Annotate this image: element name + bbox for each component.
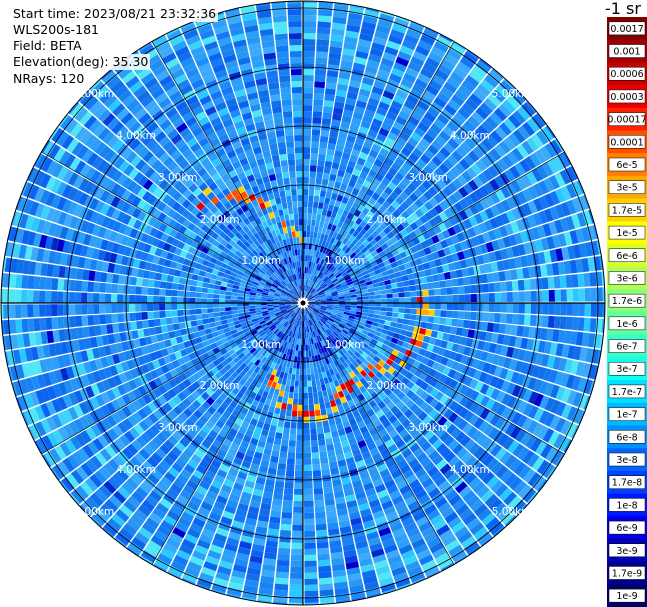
nrays-text: NRays: 120 <box>11 71 87 87</box>
range-label-3km: 3.00km <box>408 422 449 435</box>
colorbar-tick-label: 3e-5 <box>616 183 637 194</box>
colorbar-tick-label: 6e-9 <box>616 523 637 534</box>
range-label-3km: 3.00km <box>408 171 449 184</box>
range-label-1km: 1.00km <box>324 338 365 351</box>
colorbar-tick-label: 3e-6 <box>616 273 637 284</box>
range-ring-grid <box>0 0 606 606</box>
colorbar-tick-label: 0.00017 <box>607 115 646 126</box>
instrument-text: WLS200s-181 <box>11 22 101 38</box>
colorbar-tick-label: 0.0001 <box>610 137 643 148</box>
colorbar-tick-box <box>608 21 646 36</box>
colorbar-tick-box <box>608 271 646 285</box>
colorbar-tick-box <box>608 316 646 331</box>
colorbar-tick-label: 0.0003 <box>610 92 643 103</box>
colorbar-tick-box <box>608 498 646 512</box>
colorbar-tick-label: 0.001 <box>613 47 640 58</box>
colorbar: 0.0017 0.001 0.0006 0.0003 0.00017 0.0001 6e-5… <box>607 17 647 607</box>
colorbar-tick-label: 1e-9 <box>616 591 637 602</box>
colorbar-tick-box <box>608 361 646 376</box>
colorbar-tick-box <box>608 89 646 104</box>
range-label-4km: 4.00km <box>450 130 490 143</box>
colorbar-tick-label: 3e-8 <box>616 455 637 466</box>
range-label-5km: 5.00km <box>491 88 532 101</box>
start-time-text: Start time: 2023/08/21 23:32:36 <box>11 6 219 22</box>
colorbar-tick-label: 1.7e-6 <box>612 296 642 307</box>
field-text: Field: BETA <box>11 38 84 54</box>
colorbar-tick-box <box>608 66 646 81</box>
range-label-5km: 5.00km <box>74 88 115 101</box>
colorbar-tick-box <box>608 566 646 580</box>
range-label-1km: 1.00km <box>241 338 282 351</box>
range-label-1km: 1.00km <box>324 255 365 268</box>
colorbar-tick-box <box>608 430 646 444</box>
colorbar-tick-label: 6e-6 <box>616 251 637 262</box>
range-label-2km: 2.00km <box>199 380 240 393</box>
colorbar-tick-label: 1.7e-5 <box>612 205 642 216</box>
range-label-2km: 2.00km <box>366 380 407 393</box>
range-label-2km: 2.00km <box>199 213 240 226</box>
range-label-3km: 3.00km <box>157 422 198 435</box>
colorbar-tick-box <box>608 248 646 263</box>
elevation-text: Elevation(deg): 35.30 <box>11 54 151 70</box>
range-label-4km: 4.00km <box>450 463 490 476</box>
colorbar-tick-label: 6e-8 <box>616 432 637 443</box>
range-label-3km: 3.00km <box>157 171 198 184</box>
range-label-4km: 4.00km <box>116 130 156 143</box>
colorbar-tick-label: 1.7e-8 <box>612 478 642 489</box>
colorbar-tick-box <box>608 339 646 353</box>
colorbar-tick-box <box>608 407 646 421</box>
colorbar-tick-box <box>608 44 646 58</box>
colorbar-tick-box <box>608 384 646 399</box>
colorbar-tick-box <box>608 180 646 194</box>
colorbar-tick-box <box>608 203 646 217</box>
colorbar-tick-label: 3e-7 <box>616 364 637 375</box>
colorbar-tick-label: 1.7e-7 <box>612 387 642 398</box>
range-label-1km: 1.00km <box>241 255 282 268</box>
colorbar-tick-label: 1e-8 <box>616 500 637 511</box>
colorbar-tick-box <box>608 225 646 240</box>
colorbar-tick-box <box>608 293 646 308</box>
colorbar-tick-label: 1e-6 <box>616 319 637 330</box>
range-label-4km: 4.00km <box>116 463 156 476</box>
colorbar-unit-label: -1 sr <box>605 0 641 18</box>
colorbar-tick-box <box>608 543 646 558</box>
colorbar-tick-label: 1e-7 <box>616 410 637 421</box>
colorbar-tick-label: 1.7e-9 <box>612 568 642 579</box>
scanner-location-marker <box>298 298 308 308</box>
colorbar-tick-box <box>608 452 646 467</box>
colorbar-tick-box <box>608 588 646 603</box>
colorbar-tick-label: 3e-9 <box>616 546 637 557</box>
range-label-5km: 5.00km <box>74 505 115 518</box>
range-label-5km: 5.00km <box>491 505 532 518</box>
colorbar-tick-box <box>608 475 646 489</box>
colorbar-tick-label: 6e-7 <box>616 342 637 353</box>
colorbar-tick-label: 0.0006 <box>610 69 643 80</box>
colorbar-tick-label: 6e-5 <box>616 160 637 171</box>
range-label-2km: 2.00km <box>366 213 407 226</box>
colorbar-tick-box <box>608 112 646 126</box>
colorbar-tick-box <box>608 520 646 535</box>
colorbar-tick-label: 0.0017 <box>610 24 643 35</box>
colorbar-tick-label: 1e-5 <box>616 228 637 239</box>
colorbar-tick-box <box>608 157 646 172</box>
colorbar-tick-box <box>608 135 646 149</box>
ppi-scan-map <box>0 0 606 606</box>
